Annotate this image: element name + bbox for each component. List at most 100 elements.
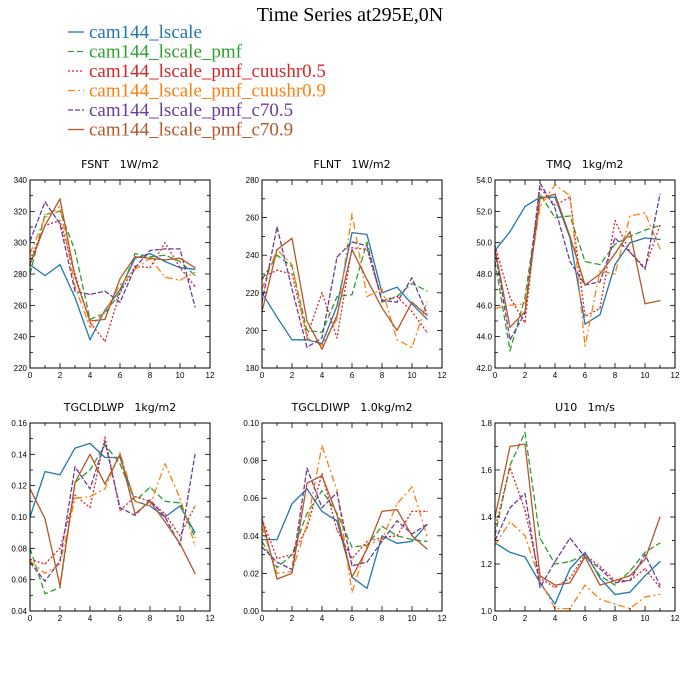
data-point (629, 231, 631, 233)
data-point (134, 500, 136, 502)
data-point (321, 475, 323, 477)
data-point (336, 529, 338, 531)
chart-panel: TGCLDLWP 1kg/m2 0 2 4 6 8 10 12 0.04 0.06 0.08 0.10… (11, 401, 215, 623)
data-point (276, 254, 278, 256)
data-point (629, 251, 631, 253)
panels: FSNT 1W/m20 2 4 6 8 10 12220240260280300320340… (11, 158, 680, 623)
series-line (261, 247, 428, 339)
data-point (366, 548, 368, 550)
data-point (74, 466, 76, 468)
data-point (351, 565, 353, 567)
data-point (306, 527, 308, 529)
data-point (336, 314, 338, 316)
data-point (74, 285, 76, 288)
series-line (29, 198, 196, 322)
data-point (411, 535, 413, 537)
series-line (494, 443, 661, 586)
data-point (426, 510, 428, 512)
x-tick-label: 12 (206, 614, 215, 623)
plot-frame (29, 179, 211, 369)
data-point (426, 290, 428, 292)
y-tick-label: 0.06 (11, 576, 27, 585)
x-tick-label: 2 (58, 371, 63, 380)
data-point (321, 510, 323, 512)
legend-label: cam144_lscale_pmf_c70.9 (89, 120, 293, 141)
data-point (351, 557, 353, 560)
data-point (74, 447, 76, 449)
data-point (366, 241, 368, 243)
data-point (644, 212, 646, 214)
data-point (509, 445, 511, 448)
data-point (149, 500, 151, 502)
data-point (599, 565, 601, 568)
data-point (276, 316, 278, 318)
data-point (629, 579, 631, 582)
data-point (396, 329, 398, 331)
data-point (336, 296, 338, 298)
legend-label: cam144_lscale_pmf_cuushr0.5 (89, 61, 326, 82)
data-point (59, 563, 61, 565)
data-point (59, 585, 61, 587)
series-line (261, 473, 427, 560)
data-point (524, 303, 526, 305)
data-point (599, 584, 601, 586)
data-point (89, 322, 91, 324)
data-point (366, 245, 368, 247)
x-tick-label: 2 (290, 614, 295, 623)
data-point (276, 572, 278, 575)
series-line (29, 205, 196, 328)
x-tick-label: 0 (493, 614, 498, 623)
data-point (554, 584, 556, 586)
data-point (321, 344, 323, 346)
data-point (89, 469, 91, 471)
data-point (164, 521, 166, 523)
legend-label: cam144_lscale (89, 22, 202, 43)
data-point (614, 220, 616, 222)
data-point (366, 233, 368, 236)
data-point (149, 499, 151, 501)
data-point (584, 345, 586, 347)
data-point (336, 492, 338, 494)
x-tick-label: 0 (28, 614, 33, 623)
data-point (59, 223, 61, 225)
data-point (89, 488, 91, 490)
data-point (366, 540, 368, 543)
x-tick-label: 6 (350, 371, 355, 380)
data-point (599, 575, 601, 577)
data-point (569, 215, 571, 217)
data-point (104, 312, 106, 314)
legend-entry: cam144_lscale (68, 22, 202, 43)
data-point (336, 318, 338, 320)
data-point (659, 542, 661, 544)
data-point (194, 536, 196, 539)
data-point (509, 326, 511, 328)
data-point (74, 494, 76, 496)
data-point (509, 521, 511, 523)
data-point (89, 339, 91, 341)
data-point (524, 312, 526, 314)
data-point (276, 567, 278, 569)
data-point (659, 193, 661, 195)
data-point (351, 591, 353, 593)
x-tick-label: 8 (380, 614, 385, 623)
data-point (569, 235, 571, 237)
x-tick-label: 0 (493, 371, 498, 380)
data-point (104, 483, 106, 485)
y-tick-label: 260 (246, 214, 260, 223)
data-point (44, 471, 46, 473)
data-point (194, 505, 196, 507)
data-point (381, 307, 383, 309)
data-point (396, 296, 398, 298)
data-point (554, 217, 556, 219)
data-point (149, 249, 151, 252)
data-point (179, 543, 181, 545)
plot-frame (29, 422, 211, 612)
data-point (351, 576, 353, 578)
data-point (584, 323, 586, 325)
data-point (44, 580, 46, 582)
data-point (164, 254, 166, 256)
series-line (494, 431, 661, 586)
data-point (179, 497, 181, 499)
data-point (659, 224, 661, 226)
data-point (306, 482, 308, 484)
